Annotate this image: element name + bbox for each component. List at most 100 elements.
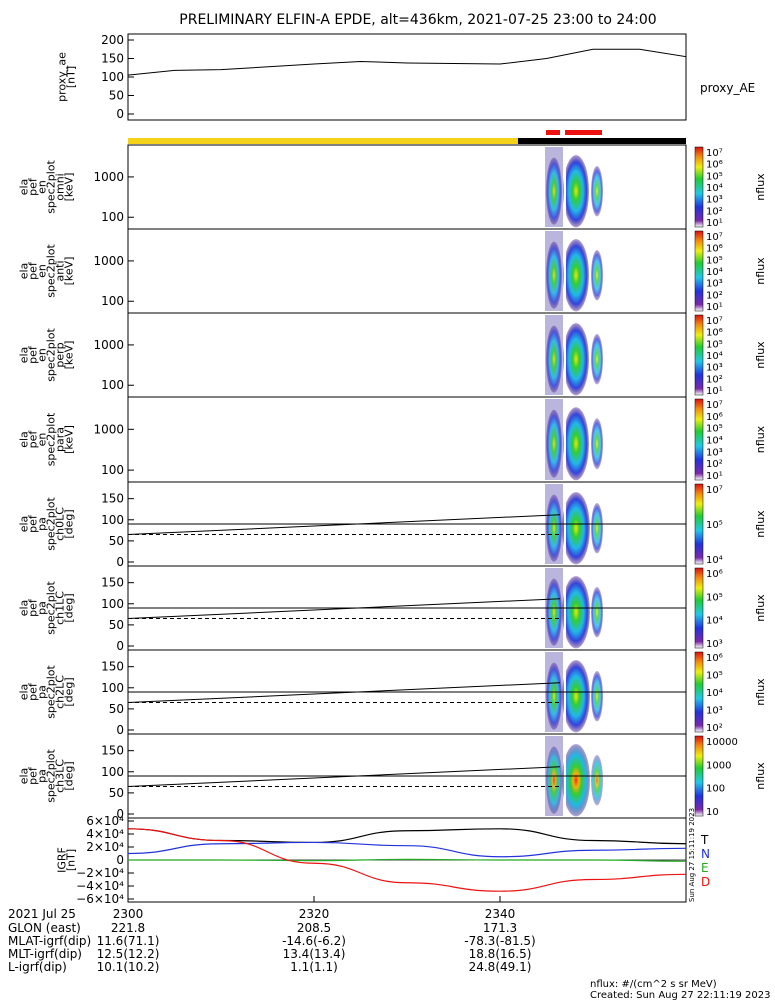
ylabel-line: spec2plot [45, 328, 58, 382]
col0-mlt: 12.5(12.2) [97, 947, 160, 961]
y-tick-label: 200 [101, 33, 124, 47]
colorbar-tick: 10⁴ [706, 183, 723, 194]
y-tick-label: 0 [116, 853, 124, 867]
y-tick-label: 1000 [93, 338, 124, 352]
colorbar [694, 651, 704, 733]
loss-cone-line [127, 514, 561, 536]
y-tick-label: 50 [109, 618, 124, 632]
ylabel-line: pef [27, 430, 40, 449]
spec-blob-main [562, 660, 590, 733]
spec-blob-left [546, 662, 562, 730]
colorbar-tick: 10³ [706, 706, 723, 717]
ylabel-line: pa [36, 517, 49, 531]
ylabel-line: pa [36, 685, 49, 699]
igrf-legend-T: T [700, 833, 709, 847]
spec-blob-right [591, 671, 603, 722]
colorbar-tick: 10² [706, 723, 723, 734]
spec-blob-left [546, 409, 562, 478]
loss-cone-line [127, 766, 561, 788]
colorbar-tick: 10000 [706, 737, 738, 748]
ylabel-line: [nT] [65, 66, 78, 88]
colorbar-tick: 10⁵ [706, 171, 723, 182]
y-tick-label: −4×10⁴ [76, 879, 124, 893]
spec-blob-main [562, 576, 590, 649]
col1-glon: 208.5 [297, 921, 331, 935]
y-tick-label: 4×10⁴ [86, 827, 124, 841]
spec-blob-left [546, 157, 562, 225]
ylabel-line: pef [27, 766, 40, 785]
page-title: PRELIMINARY ELFIN-A EPDE, alt=436km, 202… [179, 12, 656, 28]
y-tick-label: 0 [116, 639, 124, 653]
colorbar-tick: 10⁶ [706, 412, 723, 423]
ylabel-line: en [36, 264, 49, 278]
ylabel-line: [deg] [63, 593, 76, 622]
colorbar [694, 735, 704, 817]
loss-cone-line [127, 598, 561, 620]
colorbar-label: nflux [754, 594, 767, 622]
col2-mlat: -78.3(-81.5) [464, 934, 535, 948]
spec-blob-right [591, 334, 603, 385]
colorbar-label: nflux [754, 257, 767, 285]
spec-blob-left [546, 578, 562, 646]
footer-units: nflux: #/(cm^2 s sr MeV) [590, 979, 717, 990]
status-black [518, 138, 686, 144]
ylabel-line: [nT] [65, 849, 78, 871]
ylabel-line: para [54, 427, 67, 452]
spec-blob-left [546, 494, 562, 562]
series-igrf-T [127, 828, 687, 845]
spec-blob-main [563, 323, 589, 396]
col0-l: 10.1(10.2) [97, 960, 160, 974]
col2-mlt: 18.8(16.5) [469, 947, 532, 961]
ylabel-line: [deg] [63, 677, 76, 706]
colorbar-tick: 10⁵ [706, 424, 723, 435]
ylabel-line: ela [18, 347, 31, 364]
spec-blob-main [563, 407, 589, 481]
ylabel-line: pa [36, 601, 49, 615]
col1-mlat: -14.6(-6.2) [282, 934, 346, 948]
igrf-legend-N: N [701, 847, 710, 861]
ylabel-line: anti [54, 260, 67, 281]
side-timestamp: Sun Aug 27 15:11:19 2023 [688, 808, 696, 902]
spec-blob-left [546, 241, 562, 309]
y-tick-label: 100 [101, 210, 124, 224]
row-label-l: L-igrf(dip) [8, 960, 67, 974]
colorbar-tick: 10⁴ [706, 688, 723, 699]
panels-group: proxy_ae[nT]200150100500elapefenspec2plo… [18, 33, 768, 906]
y-tick-label: 150 [101, 660, 124, 674]
spec-blob-right [591, 755, 603, 806]
y-tick-label: 50 [109, 89, 124, 103]
y-tick-label: 100 [101, 597, 124, 611]
ylabel-line: IGRF [56, 847, 69, 873]
series-label-proxy-ae: proxy_AE [700, 81, 755, 95]
colorbar-label: nflux [754, 510, 767, 538]
y-tick-label: 150 [101, 52, 124, 66]
orbit-info-table: 2021 Jul 25 GLON (east) MLAT-igrf(dip) M… [8, 907, 536, 974]
row-label-glon: GLON (east) [8, 921, 81, 935]
col2-glon: 171.3 [483, 921, 517, 935]
spec-blob-right [591, 503, 603, 554]
colorbar-tick: 10⁶ [706, 569, 723, 580]
ylabel-line: ela [18, 516, 31, 533]
colorbar-tick: 1000 [706, 760, 731, 771]
colorbar-tick: 10² [706, 459, 723, 470]
colorbar-tick: 10⁷ [706, 148, 723, 159]
row-label-date: 2021 Jul 25 [8, 907, 76, 921]
ylabel-line: ela [18, 431, 31, 448]
y-tick-label: 50 [109, 534, 124, 548]
status-yellow [128, 138, 518, 144]
ylabel-line: ch3LC [54, 759, 67, 793]
y-tick-label: 1000 [93, 170, 124, 184]
spec-blob-right [591, 250, 603, 301]
colorbar-tick: 10⁶ [706, 328, 723, 339]
ylabel-line: ch0LC [54, 507, 67, 541]
colorbar-label: nflux [754, 341, 767, 369]
ylabel-line: pef [27, 177, 40, 196]
colorbar-tick: 10² [706, 374, 723, 385]
ylabel-line: ela [18, 600, 31, 617]
